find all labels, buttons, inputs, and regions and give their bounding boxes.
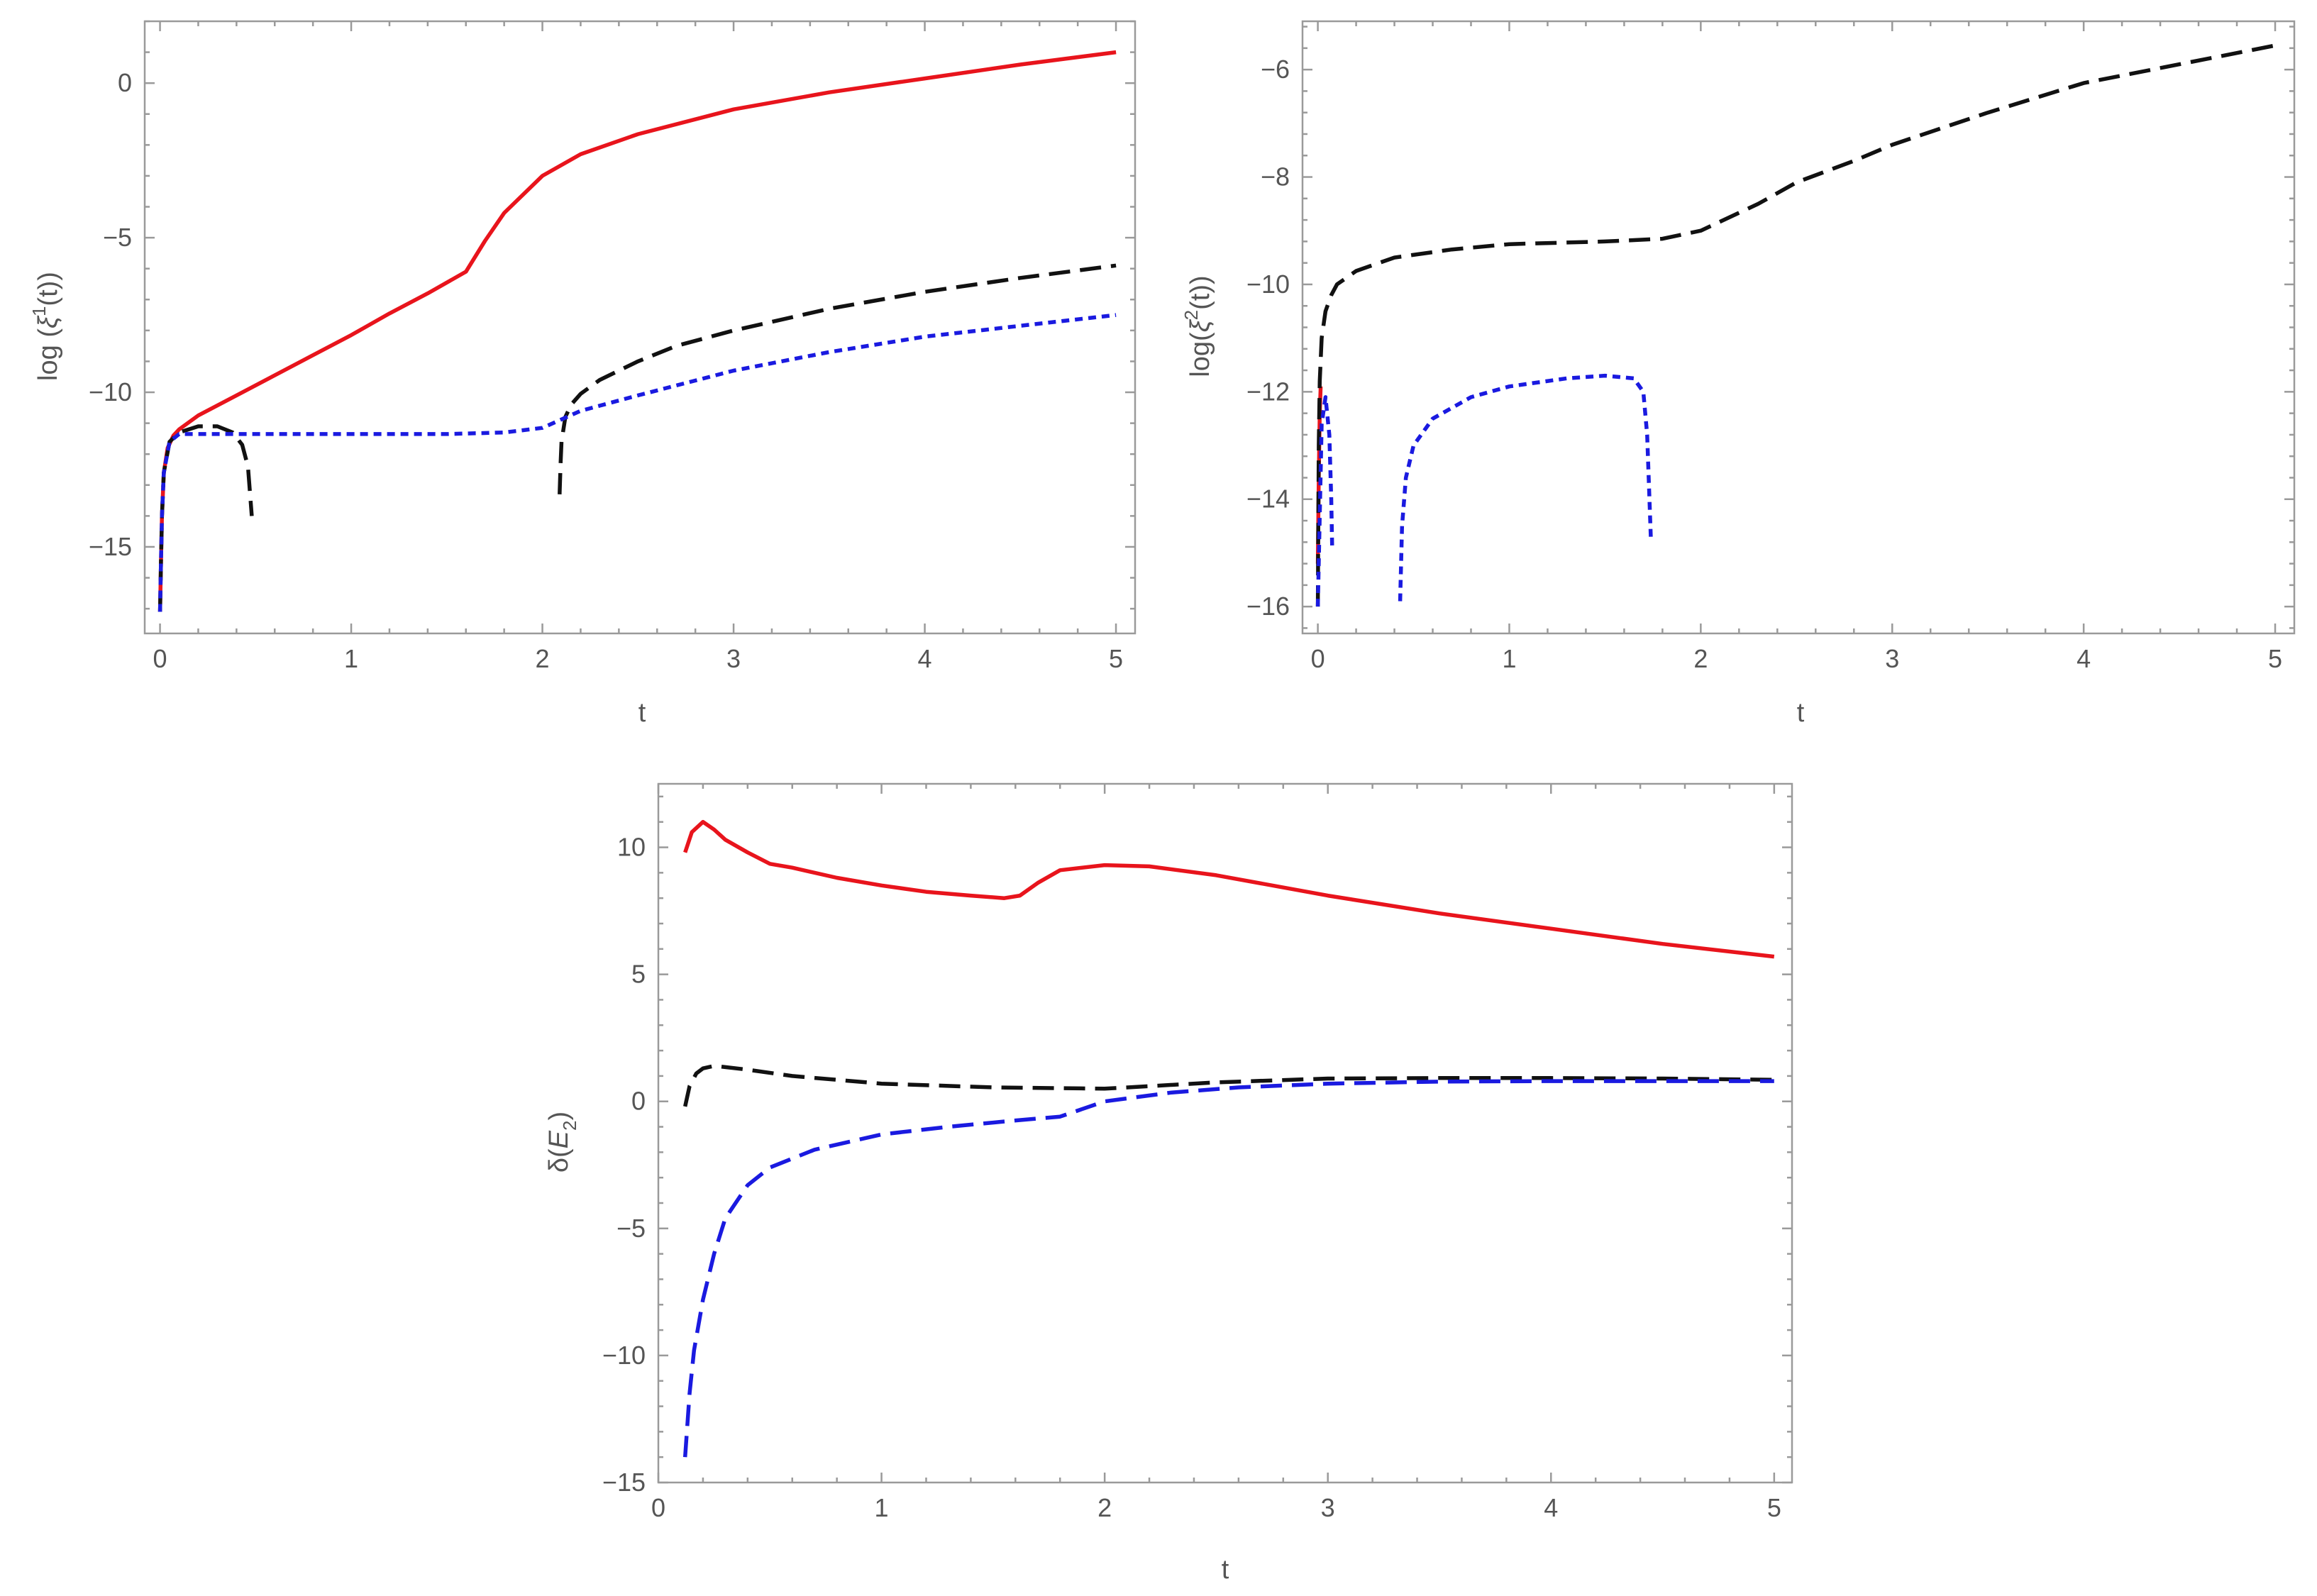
y-tick-label: −10 <box>89 377 132 406</box>
x-tick-label: 2 <box>1097 1493 1112 1522</box>
x-tick-label: 0 <box>153 644 167 673</box>
x-tick-label: 5 <box>1109 644 1123 673</box>
series-black-dashed <box>1315 43 2276 607</box>
panel-1-y-label: log (ξ1(t)) <box>28 272 63 381</box>
series-blue-dotted-a <box>1315 395 1334 607</box>
x-tick-label: 1 <box>1502 644 1516 673</box>
x-tick-label: 2 <box>536 644 550 673</box>
panel-3-y-label: δ(E2) <box>544 1112 580 1173</box>
panel-3-ticks <box>657 784 1792 1484</box>
panel-3-tick-labels: 0 1 2 3 4 5 10 5 0 −5 −10 −15 <box>602 833 1781 1522</box>
panel-2-frame <box>1301 20 2296 635</box>
y-tick-label: −6 <box>1261 55 1290 84</box>
series-black-dashed <box>683 1063 1774 1107</box>
panel-2-x-label: t <box>1797 698 1805 728</box>
x-tick-label: 4 <box>2077 644 2091 673</box>
series-blue-dashed <box>682 1079 1774 1458</box>
x-tick-label: 5 <box>1767 1493 1781 1522</box>
y-tick-label: −8 <box>1261 162 1290 192</box>
panel-3-frame <box>657 782 1793 1484</box>
x-tick-label: 3 <box>1321 1493 1335 1522</box>
y-tick-label: −16 <box>1246 592 1290 621</box>
y-tick-label: −10 <box>602 1341 646 1370</box>
panel-1-tick-labels: 0 1 2 3 4 5 0 −5 −10 −15 <box>89 68 1123 673</box>
y-tick-label: 5 <box>631 960 646 989</box>
series-blue-dotted-b <box>1398 373 1653 602</box>
series-black-dashed-a <box>157 424 254 612</box>
panel-2-ticks <box>1303 21 2294 633</box>
x-tick-label: 0 <box>651 1493 665 1522</box>
y-tick-label: −14 <box>1246 484 1290 514</box>
x-tick-label: 3 <box>726 644 741 673</box>
y-tick-label: −12 <box>1246 377 1290 406</box>
panel-2: 0 1 2 3 4 5 −6 −8 −10 −12 −14 −16 t log(ξ2(t)) <box>1180 20 2296 728</box>
panel-2-tick-labels: 0 1 2 3 4 5 −6 −8 −10 −12 −14 −16 <box>1246 55 2282 673</box>
panel-1-frame <box>143 20 1137 635</box>
panel-1-x-label: t <box>638 698 646 728</box>
panel-3: 0 1 2 3 4 5 10 5 0 −5 −10 −15 t δ(E2) <box>544 782 1793 1585</box>
y-tick-label: −5 <box>103 223 132 252</box>
y-tick-label: −15 <box>89 532 132 561</box>
y-tick-label: −5 <box>616 1214 646 1243</box>
y-tick-label: 0 <box>118 68 132 97</box>
x-tick-label: 4 <box>1544 1493 1558 1522</box>
panel-3-series <box>682 819 1775 1458</box>
y-tick-label: −15 <box>602 1468 646 1497</box>
panel-2-series <box>1315 43 2276 607</box>
x-tick-label: 2 <box>1693 644 1708 673</box>
y-tick-label: 10 <box>617 833 646 862</box>
panel-1-series <box>157 50 1117 612</box>
series-blue-dotted <box>157 313 1117 612</box>
x-tick-label: 5 <box>2268 644 2282 673</box>
x-tick-label: 3 <box>1885 644 1899 673</box>
x-tick-label: 4 <box>918 644 932 673</box>
panel-1: 0 1 2 3 4 5 0 −5 −10 −15 t log (ξ1(t)) <box>28 20 1137 728</box>
panel-2-y-label: log(ξ2(t)) <box>1180 275 1215 377</box>
y-tick-label: −10 <box>1246 270 1290 299</box>
series-red-solid <box>683 819 1775 959</box>
x-tick-label: 1 <box>344 644 358 673</box>
x-tick-label: 1 <box>875 1493 889 1522</box>
panel-3-x-label: t <box>1222 1555 1229 1585</box>
y-tick-label: 0 <box>631 1087 646 1116</box>
x-tick-label: 0 <box>1311 644 1325 673</box>
series-black-dashed-b <box>558 263 1117 494</box>
panel-1-ticks <box>145 20 1135 633</box>
